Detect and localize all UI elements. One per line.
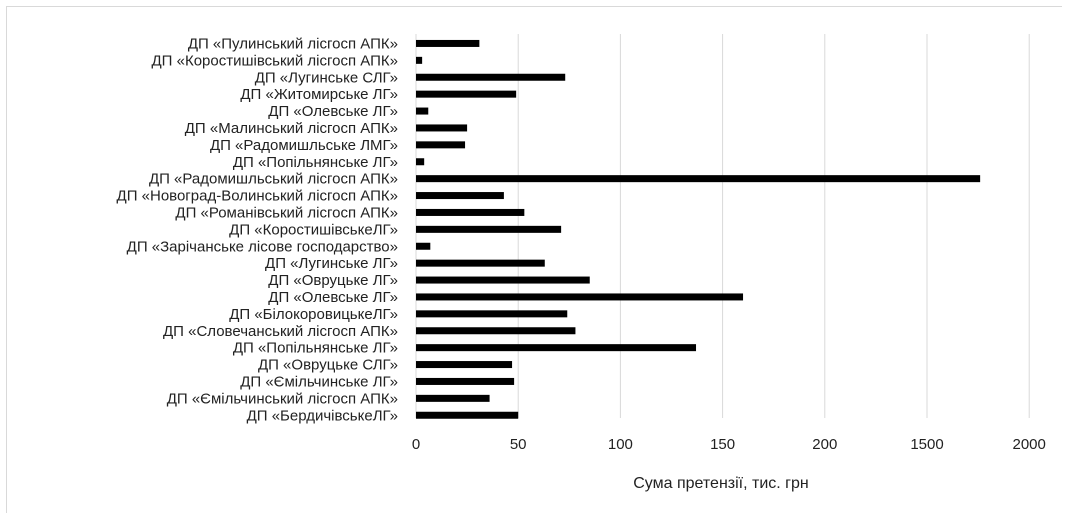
category-label: ДП «Олевське ЛГ» <box>268 103 398 120</box>
bar <box>416 225 562 233</box>
category-label: ДП «БердичівськеЛГ» <box>247 407 398 424</box>
bar <box>416 242 431 250</box>
bar <box>416 175 981 183</box>
bar <box>416 107 429 115</box>
category-label: ДП «КоростишівськеЛГ» <box>229 221 398 238</box>
category-label: ДП «Овруцьке СЛГ» <box>258 357 398 374</box>
bar <box>416 56 423 64</box>
bar <box>416 310 568 318</box>
bar <box>416 344 697 352</box>
x-tick-label: 2000 <box>1013 436 1046 453</box>
chart-frame <box>6 6 1062 513</box>
category-label: ДП «Словечанський лісгосп АПК» <box>163 323 398 340</box>
category-label: ДП «Попільнянське ЛГ» <box>233 340 398 357</box>
category-label: ДП «БілокоровицькеЛГ» <box>229 306 398 323</box>
bars <box>416 39 981 419</box>
bar <box>416 158 425 166</box>
bar <box>416 327 576 335</box>
category-label: ДП «Ємільчинське ЛГ» <box>240 373 398 390</box>
category-label: ДП «Ємільчинський лісгосп АПК» <box>167 390 398 407</box>
category-label: ДП «Новоград-Волинський лісгосп АПК» <box>117 188 398 205</box>
bar <box>416 276 590 284</box>
x-tick-label: 100 <box>608 436 633 453</box>
bar <box>416 293 744 301</box>
category-label: ДП «Радомишльський лісгосп АПК» <box>149 171 398 188</box>
x-tick-label: 50 <box>510 436 527 453</box>
bar <box>416 377 515 385</box>
category-label: ДП «Романівський лісгосп АПК» <box>175 204 398 221</box>
category-label: ДП «Овруцьке ЛГ» <box>268 272 398 289</box>
x-tick-label: 150 <box>710 436 735 453</box>
bar <box>416 39 480 47</box>
category-label: ДП «Лугинське ЛГ» <box>265 255 398 272</box>
x-tick-label: 200 <box>812 436 837 453</box>
x-tick-label: 0 <box>412 436 420 453</box>
bar <box>416 259 545 267</box>
category-label: ДП «Лугинське СЛГ» <box>255 69 398 86</box>
category-label: ДП «Попільнянське ЛГ» <box>233 154 398 171</box>
bar <box>416 141 466 149</box>
category-label: ДП «Радомишльське ЛМГ» <box>210 137 398 154</box>
bar <box>416 361 513 369</box>
x-tick-labels: 0 50 100 150 200 1500 2000 <box>412 436 1046 453</box>
bar <box>416 124 468 132</box>
category-label: ДП «Малинський лісгосп АПК» <box>185 120 398 137</box>
category-label: ДП «Олевське ЛГ» <box>268 289 398 306</box>
category-label: ДП «Зарічанське лісове господарство» <box>127 238 398 255</box>
bar <box>416 192 504 200</box>
category-label: ДП «Коростишівський лісгосп АПК» <box>152 52 399 69</box>
x-axis-title: Сума претензії, тис. грн <box>633 475 808 492</box>
bar <box>416 411 519 419</box>
category-label: ДП «Пулинський лісгосп АПК» <box>188 35 398 52</box>
bar <box>416 90 517 98</box>
category-labels: ДП «Пулинський лісгосп АПК»ДП «Коростиші… <box>117 35 398 424</box>
bar <box>416 73 566 81</box>
category-label: ДП «Житомирське ЛГ» <box>240 86 398 103</box>
bar <box>416 394 490 402</box>
x-tick-label: 1500 <box>910 436 943 453</box>
bar <box>416 208 525 216</box>
